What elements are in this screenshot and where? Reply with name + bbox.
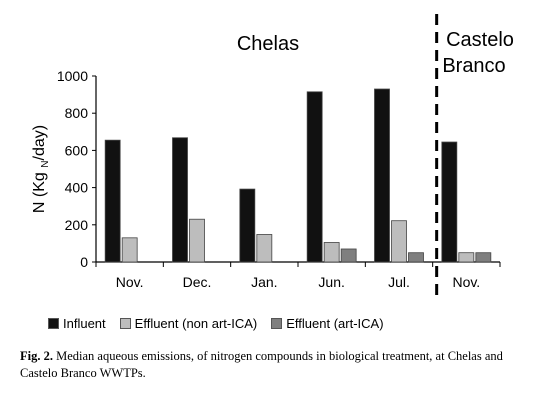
bar-influent xyxy=(239,188,256,263)
legend-item-effluent-non-art-ica: Effluent (non art-ICA) xyxy=(119,316,258,331)
y-tick-label: 200 xyxy=(65,217,89,233)
bar-effluent-non-art-ica xyxy=(256,234,273,263)
bar-effluent-non-art-ica xyxy=(121,237,138,263)
y-tick-label: 1000 xyxy=(57,68,88,84)
x-tick-label: Jan. xyxy=(251,274,277,290)
y-tick-label: 800 xyxy=(65,105,89,121)
bar-effluent-art-ica xyxy=(475,252,492,263)
caption-label: Fig. 2. xyxy=(20,349,53,363)
bar-effluent-non-art-ica xyxy=(323,242,340,263)
figure-caption: Fig. 2. Median aqueous emissions, of nit… xyxy=(20,348,530,382)
legend-item-effluent-art-ica: Effluent (art-ICA) xyxy=(271,316,384,331)
bar-effluent-art-ica xyxy=(408,252,424,263)
bar-effluent-non-art-ica xyxy=(391,220,407,263)
y-tick-label: 0 xyxy=(80,254,88,270)
caption-text: Median aqueous emissions, of nitrogen co… xyxy=(20,349,503,380)
y-tick-label: 400 xyxy=(65,180,89,196)
group-title-castelo: Castelo xyxy=(446,29,514,51)
legend-label-effluent-non-art-ica: Effluent (non art-ICA) xyxy=(134,316,258,331)
legend-swatch-influent xyxy=(48,318,59,329)
legend-swatch-effluent-art-ica xyxy=(271,318,283,329)
legend-label-effluent-art-ica: Effluent (art-ICA) xyxy=(286,316,384,331)
y-tick-label: 600 xyxy=(65,142,89,158)
bar-effluent-non-art-ica xyxy=(458,252,475,263)
bar-influent xyxy=(172,137,188,263)
y-axis-title: N (Kg N/day) xyxy=(31,125,51,213)
bar-influent xyxy=(441,141,458,263)
x-tick-label: Nov. xyxy=(116,274,144,290)
bar-influent xyxy=(306,91,323,263)
bar-influent xyxy=(374,88,390,263)
x-tick-label: Jul. xyxy=(388,274,410,290)
group-title-chelas: Chelas xyxy=(237,33,299,55)
x-tick-label: Dec. xyxy=(183,274,212,290)
bar-influent xyxy=(104,139,121,263)
legend-swatch-effluent-non-art-ica xyxy=(119,318,131,329)
x-tick-label: Jun. xyxy=(318,274,344,290)
legend-item-influent: Influent xyxy=(48,316,106,331)
x-tick-label: Nov. xyxy=(452,274,480,290)
bar-effluent-art-ica xyxy=(340,248,357,263)
bar-effluent-non-art-ica xyxy=(189,218,205,263)
legend-label-influent: Influent xyxy=(63,316,106,331)
legend: Influent Effluent (non art-ICA) Effluent… xyxy=(48,316,398,331)
group-title-branco: Branco xyxy=(442,55,505,77)
